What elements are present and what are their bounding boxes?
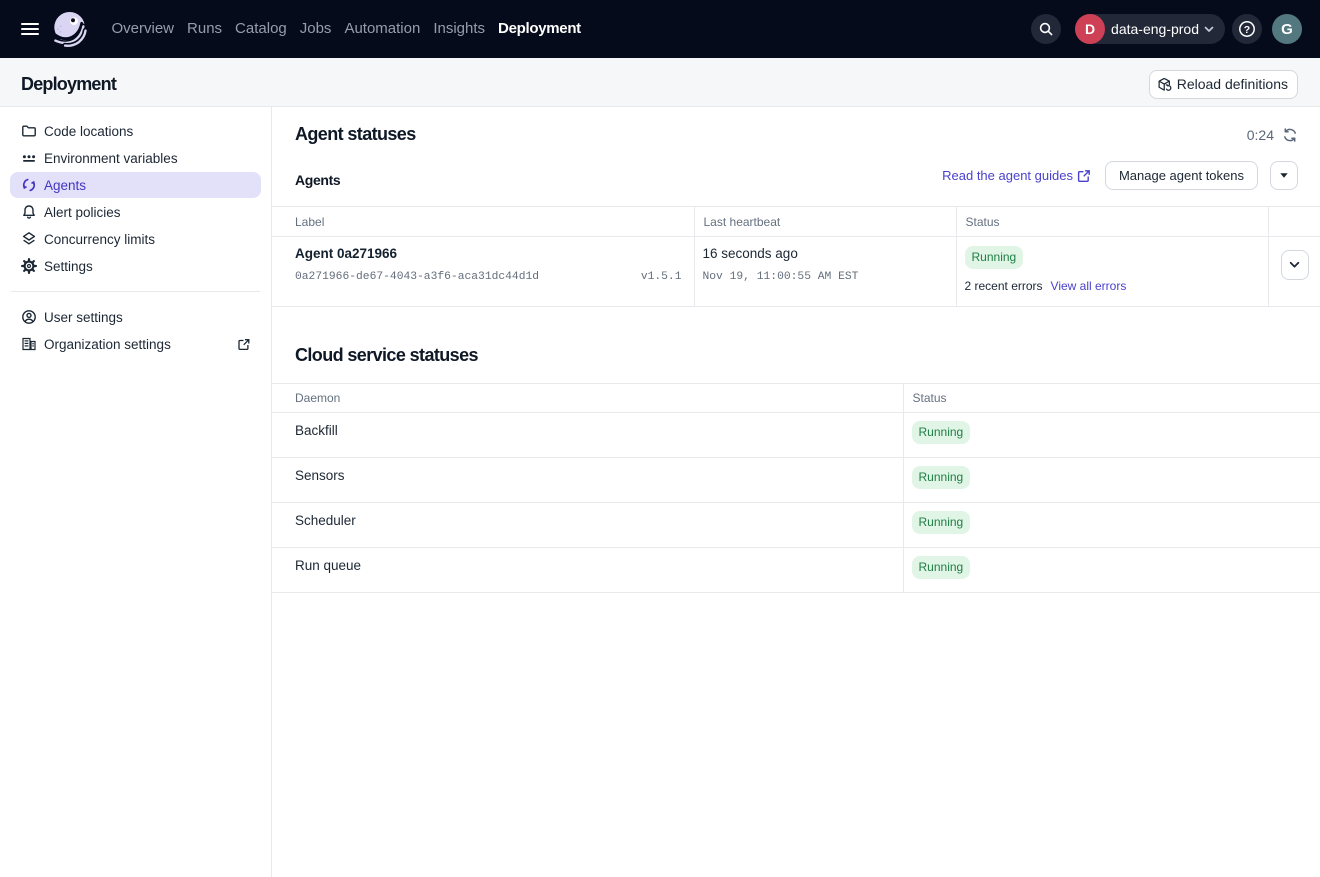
svg-text:?: ? — [1244, 24, 1250, 36]
